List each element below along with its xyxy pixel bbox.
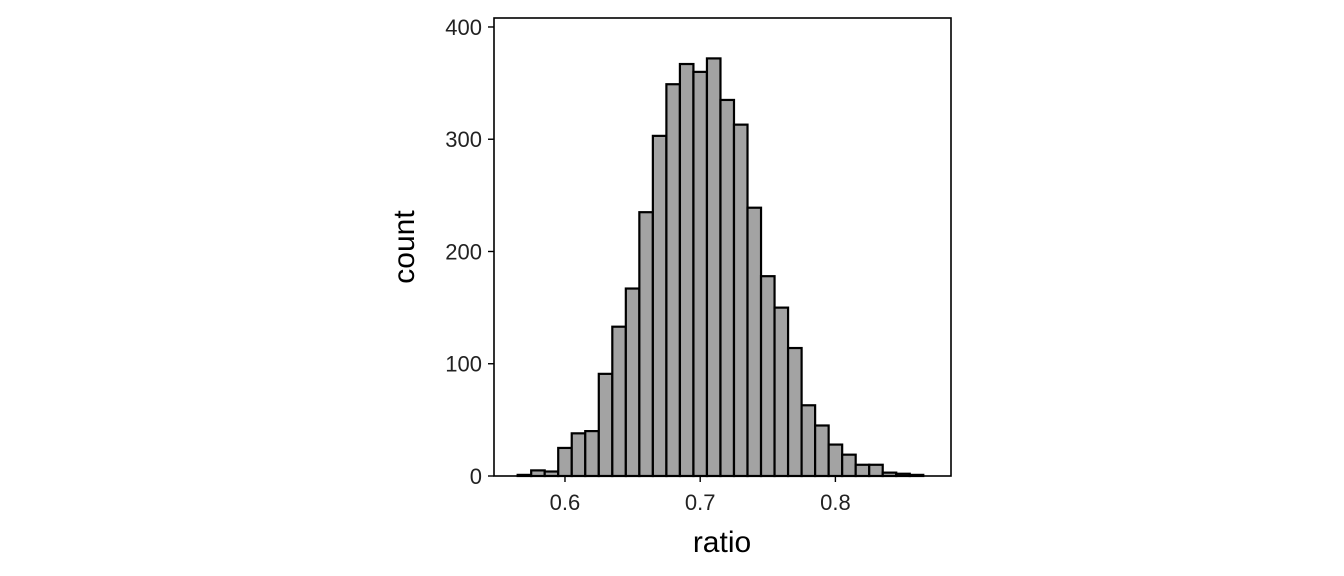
x-tick-label: 0.6 — [550, 490, 581, 515]
y-axis-title: count — [388, 210, 421, 284]
x-axis-ticks: 0.6 0.7 0.8 — [550, 476, 851, 515]
histogram-bar — [800, 404, 817, 478]
histogram-bar — [773, 306, 790, 478]
histogram-bar — [705, 57, 722, 478]
histogram-bar — [732, 123, 749, 478]
histogram-bar — [746, 206, 763, 478]
histogram-bar — [692, 70, 709, 478]
histogram-bar — [530, 469, 546, 478]
y-tick-label: 100 — [445, 352, 482, 377]
histogram-bar — [597, 372, 614, 478]
histogram-bar — [814, 424, 830, 478]
histogram-bars — [516, 57, 925, 478]
histogram-bar — [624, 287, 641, 478]
histogram-bar — [786, 346, 803, 478]
y-tick-label: 0 — [470, 464, 482, 489]
y-tick-label: 200 — [445, 239, 482, 264]
histogram-bar — [719, 98, 736, 478]
histogram-bar — [854, 463, 871, 478]
histogram-bar — [638, 211, 654, 478]
x-axis-title: ratio — [693, 526, 751, 559]
histogram-bar — [827, 443, 844, 478]
x-tick-label: 0.7 — [685, 490, 716, 515]
plot-frame — [493, 17, 952, 477]
histogram-bar — [557, 446, 573, 478]
y-tick-label: 300 — [445, 127, 482, 152]
histogram-bar — [759, 275, 776, 478]
histogram-bar — [678, 62, 695, 478]
histogram-bar — [611, 325, 627, 478]
y-axis-ticks: 0 100 200 300 400 — [445, 15, 494, 489]
histogram-bar — [841, 453, 857, 478]
histogram-bar — [651, 134, 668, 478]
histogram-bar — [570, 432, 587, 478]
x-tick-label: 0.8 — [820, 490, 851, 515]
y-tick-label: 400 — [445, 15, 482, 40]
histogram-bar — [665, 83, 682, 478]
histogram-bar — [584, 430, 600, 478]
histogram-bar — [868, 463, 884, 478]
